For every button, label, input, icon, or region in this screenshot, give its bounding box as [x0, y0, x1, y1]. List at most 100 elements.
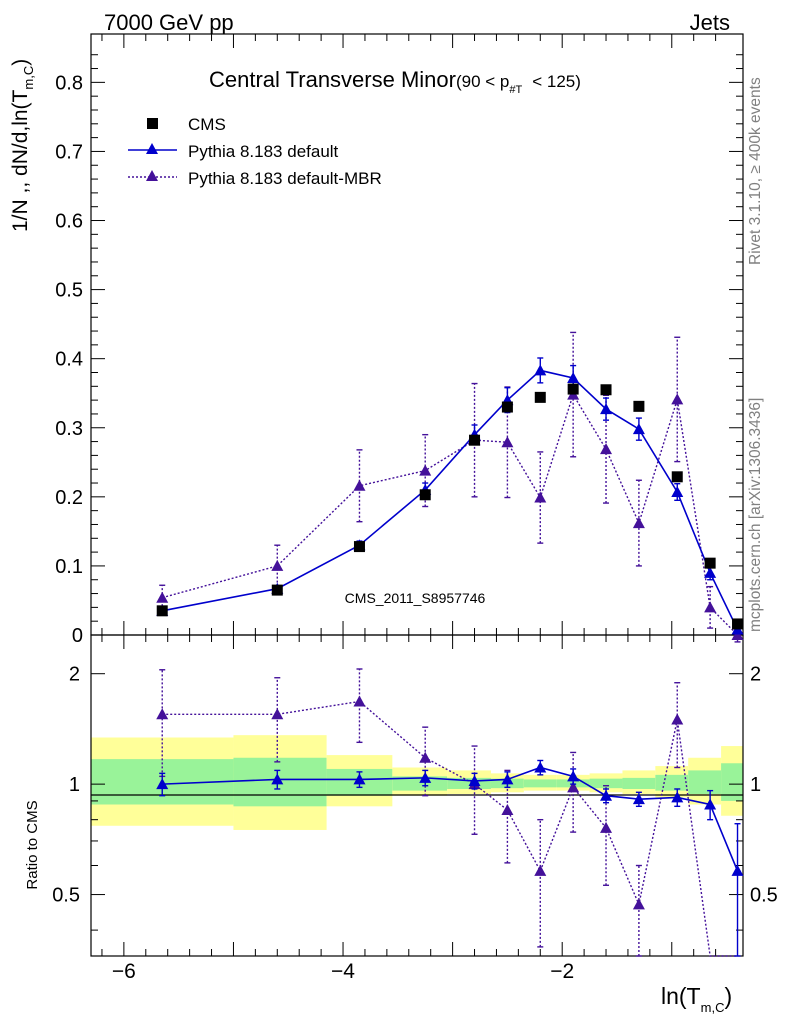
cms-data-point	[469, 434, 481, 446]
legend-pythia-label: Pythia 8.183 default	[188, 142, 339, 161]
mbr-data-point	[731, 629, 744, 640]
cms-data-point	[600, 384, 612, 396]
pythia-data-point	[704, 566, 717, 578]
ratio-mbr-point	[600, 821, 613, 833]
main-title-text: Central Transverse Minor	[209, 67, 456, 92]
ratio-mbr-point	[419, 751, 432, 763]
main-y-label-subscript: m,C	[21, 66, 36, 90]
cms-data-point	[671, 471, 683, 483]
ratio-pythia-point	[156, 778, 169, 790]
y-tick-label: 0.2	[55, 487, 83, 509]
ratio-y-tick-label-right: 2	[750, 664, 761, 686]
pythia-data-point	[632, 423, 645, 435]
mbr-data-point	[534, 491, 547, 503]
main-title-range: (90 < p	[456, 72, 509, 91]
ratio-mbr-point	[271, 708, 284, 720]
ratio-mbr-point	[671, 713, 684, 725]
cms-data-point	[353, 541, 365, 553]
band-green-segment	[447, 777, 491, 789]
ratio-mbr-point	[567, 781, 580, 793]
band-green-segment	[655, 774, 689, 791]
ratio-pythia-point	[632, 793, 645, 805]
legend-cms-label: CMS	[188, 115, 226, 134]
y-tick-label: 0.6	[55, 211, 83, 233]
y-tick-label: 0.7	[55, 141, 83, 163]
header-right: Jets	[690, 10, 730, 35]
main-y-label-text: 1/N ,, dN/d,ln(T	[9, 89, 32, 232]
x-label-end: )	[724, 983, 732, 1009]
x-label-text: ln(T	[661, 983, 701, 1009]
legend-pythia-marker	[146, 143, 158, 154]
y-tick-label: 0.1	[55, 556, 83, 578]
ratio-pythia-point	[704, 798, 717, 810]
mbr-data-point	[600, 443, 613, 455]
ratio-pythia-point	[731, 864, 744, 876]
ratio-pythia-point	[419, 771, 432, 783]
ratio-pythia-point	[600, 789, 613, 801]
rivet-label: Rivet 3.1.10, ≥ 400k events	[747, 77, 764, 265]
ratio-y-axis-label: Ratio to CMS	[24, 800, 41, 889]
legend-cms-marker	[147, 118, 158, 129]
y-tick-label: 0.5	[55, 280, 83, 302]
mbr-data-point	[501, 436, 514, 448]
analysis-watermark: CMS_2011_S8957746	[345, 590, 486, 606]
legend-mbr-label: Pythia 8.183 default-MBR	[188, 169, 382, 188]
legend-mbr-marker	[146, 170, 158, 181]
mbr-data-point	[271, 559, 284, 571]
ratio-pythia-point	[567, 770, 580, 782]
x-tick-label: −4	[331, 960, 355, 983]
ratio-mbr-point	[156, 708, 169, 720]
x-tick-label: −6	[112, 960, 136, 983]
ratio-mbr-point	[534, 864, 547, 876]
x-tick-label: −2	[550, 960, 574, 983]
x-label-subscript: m,C	[701, 1000, 725, 1015]
ratio-y-tick-label: 0.5	[52, 885, 80, 907]
cms-data-point	[419, 489, 431, 501]
cms-data-point	[501, 401, 513, 413]
band-green-segment	[589, 778, 623, 789]
pythia-data-point	[600, 403, 613, 415]
mcplots-label: mcplots.cern.ch [arXiv:1306.3436]	[747, 398, 764, 632]
main-y-axis-label: 1/N ,, dN/d,ln(Tm,C)	[9, 59, 36, 232]
y-tick-label: 0	[72, 625, 83, 647]
main-title-subscript: #T	[509, 84, 522, 96]
x-axis-label: ln(Tm,C)	[661, 983, 732, 1015]
main-title-end: < 125)	[532, 72, 581, 91]
band-green-segment	[721, 763, 743, 801]
axis-ticks: −6 −4 −2 0 0.1 0.2 0.3 0.4 0.5 0.6 0.7 0.8 0.5 0.5 1 1 2…	[52, 34, 778, 983]
band-green-segment	[523, 779, 557, 788]
ratio-y-tick-label: 1	[69, 774, 80, 796]
legend: CMS Pythia 8.183 default Pythia 8.183 de…	[128, 115, 382, 188]
ratio-y-tick-label-right: 0.5	[750, 885, 778, 907]
ratio-pythia-point	[501, 773, 514, 785]
band-green-segment	[622, 777, 656, 789]
mbr-data-point	[671, 393, 684, 405]
mbr-data-point	[156, 591, 169, 603]
ratio-mbr-point	[632, 898, 645, 910]
cms-data-point	[704, 557, 716, 569]
cms-data-point	[732, 618, 744, 630]
cms-data-point	[534, 391, 546, 403]
cms-data-point	[567, 383, 579, 395]
ratio-pythia-point	[468, 774, 481, 786]
mbr-data-point	[632, 517, 645, 529]
cms-data-point	[633, 400, 645, 412]
cms-data-point	[271, 584, 283, 596]
band-green-segment	[688, 770, 722, 794]
y-tick-label: 0.8	[55, 72, 83, 94]
main-plot-series	[156, 331, 744, 643]
header-left: 7000 GeV pp	[104, 10, 234, 35]
ratio-mbr-point	[353, 695, 366, 707]
mbr-data-point	[419, 464, 432, 476]
ratio-pythia-point	[671, 791, 684, 803]
pythia-data-point	[534, 364, 547, 376]
ratio-pythia-point	[271, 773, 284, 785]
pythia-data-point	[671, 486, 684, 498]
y-tick-label: 0.3	[55, 418, 83, 440]
ratio-pythia-point	[534, 761, 547, 773]
ratio-mbr-point	[501, 804, 514, 816]
y-tick-label: 0.4	[55, 349, 83, 371]
mbr-data-point	[704, 601, 717, 613]
ratio-plot-series	[156, 668, 744, 957]
